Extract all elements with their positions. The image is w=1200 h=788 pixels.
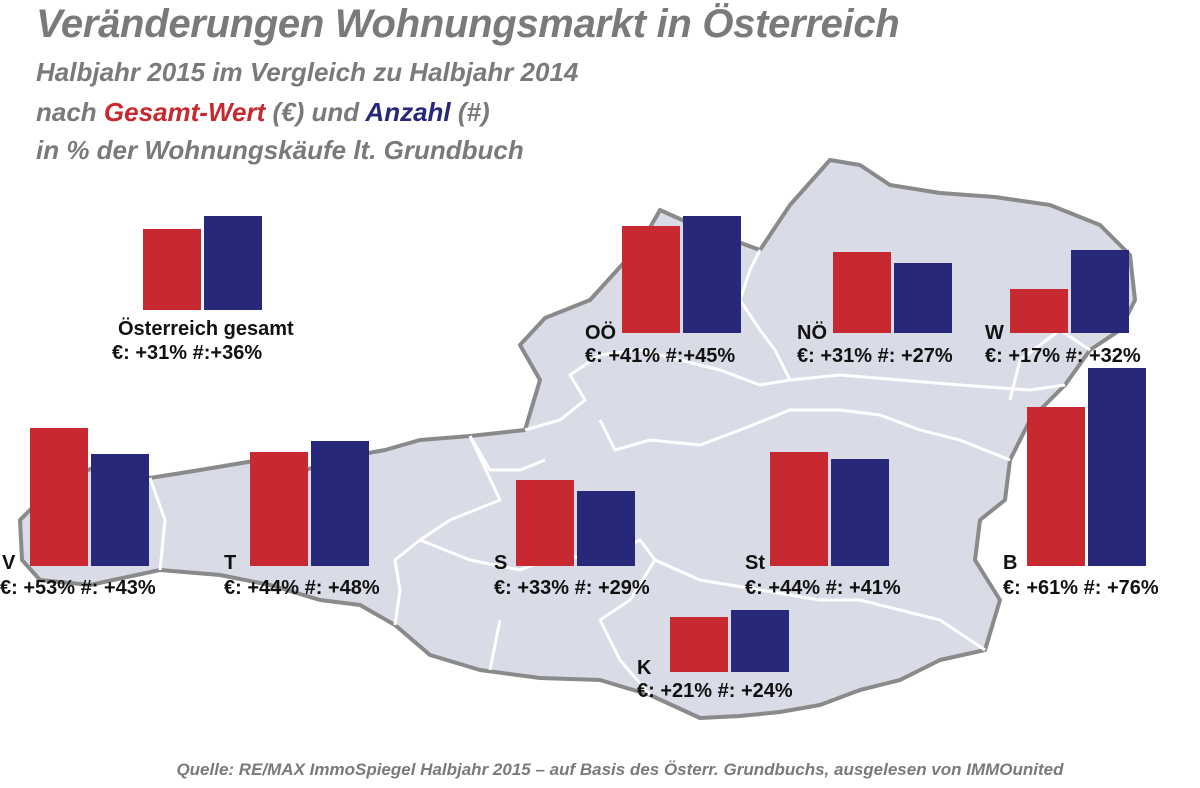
bar-value-b: [1027, 407, 1085, 566]
region-values-t: €: +44% #: +48%: [224, 577, 380, 599]
region-values-w: €: +17% #: +32%: [985, 345, 1141, 367]
bar-value-v: [30, 428, 88, 566]
bar-value-s: [516, 480, 574, 566]
bar-count-v: [91, 454, 149, 566]
bar-count-st: [831, 459, 889, 566]
chart-title: Veränderungen Wohnungsmarkt in Österreic…: [36, 2, 900, 46]
bar-count-w: [1071, 250, 1129, 333]
subtitle-line-2: nach Gesamt-Wert (€) und Anzahl (#): [36, 97, 490, 128]
bar-value-st: [770, 452, 828, 566]
region-values-st: €: +44% #: +41%: [745, 577, 901, 599]
subtitle-line-1: Halbjahr 2015 im Vergleich zu Halbjahr 2…: [36, 57, 579, 87]
region-label-v: V: [2, 552, 16, 574]
bar-value-k: [670, 617, 728, 672]
bar-value-noe: [833, 252, 891, 333]
legend-value-label: Gesamt-Wert: [103, 97, 266, 127]
bar-count-ooe: [683, 216, 741, 333]
bar-count-noe: [894, 263, 952, 333]
region-label-s: S: [494, 552, 508, 574]
bar-count-s: [577, 491, 635, 566]
bar-value-w: [1010, 289, 1068, 333]
subtitle-prefix: nach: [36, 97, 104, 127]
state-border-steiermark: [598, 408, 1011, 462]
region-label-w: W: [985, 322, 1004, 344]
state-border-vorarlberg: [148, 477, 167, 571]
bar-count-k: [731, 610, 789, 672]
subtitle-line-3: in % der Wohnungskäufe lt. Grundbuch: [36, 135, 524, 165]
state-border-salzburg-ooe: [524, 348, 791, 432]
state-border-noe: [738, 249, 1066, 392]
state-border-burgenland: [1008, 328, 1091, 401]
region-values-at: €: +31% #:+36%: [112, 342, 263, 364]
region-label-at: Österreich gesamt: [118, 318, 294, 340]
bar-value-at: [143, 229, 201, 310]
region-values-v: €: +53% #: +43%: [0, 577, 156, 599]
bar-value-t: [250, 452, 308, 566]
region-values-s: €: +33% #: +29%: [494, 577, 650, 599]
region-values-b: €: +61% #: +76%: [1003, 577, 1159, 599]
region-values-ooe: €: +41% #:+45%: [585, 345, 736, 367]
region-values-noe: €: +31% #: +27%: [797, 345, 953, 367]
state-border-kaernten-steiermark: [654, 558, 986, 652]
subtitle-mid: (€) und: [265, 97, 366, 127]
bar-count-b: [1088, 368, 1146, 566]
region-label-noe: NÖ: [797, 322, 827, 344]
source-note: Quelle: RE/MAX ImmoSpiegel Halbjahr 2015…: [176, 760, 1064, 779]
region-label-ooe: OÖ: [585, 322, 617, 344]
state-border-kaernten-west: [488, 619, 652, 696]
bar-value-ooe: [622, 226, 680, 333]
region-label-t: T: [224, 552, 237, 574]
bar-count-t: [311, 441, 369, 566]
legend-count-label: Anzahl: [365, 97, 451, 127]
subtitle-suffix: (#): [450, 97, 490, 127]
region-label-b: B: [1003, 552, 1018, 574]
bar-count-at: [204, 216, 262, 310]
region-label-st: St: [745, 552, 765, 574]
region-label-k: K: [637, 657, 652, 679]
region-values-k: €: +21% #: +24%: [637, 680, 793, 702]
